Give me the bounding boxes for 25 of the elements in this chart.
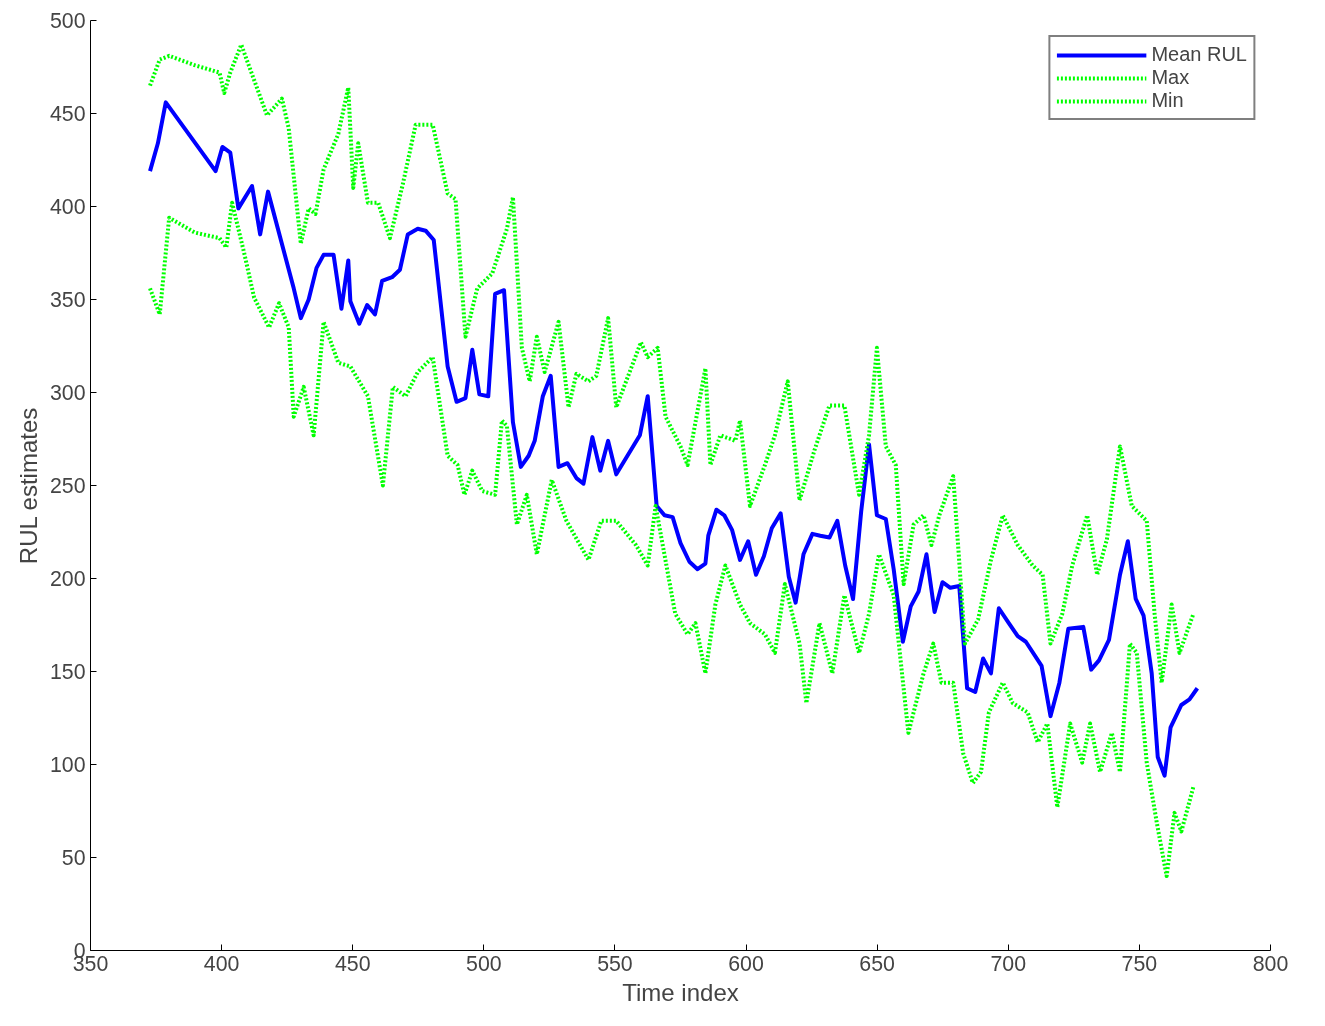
legend-label: Max [1151, 66, 1190, 89]
y-tick-label: 450 [49, 102, 86, 126]
x-tick-label: 400 [203, 951, 240, 976]
y-tick-label: 200 [49, 567, 86, 591]
y-tick-label: 250 [49, 474, 86, 498]
y-tick-label: 100 [49, 753, 86, 777]
y-tick-label: 500 [49, 9, 86, 33]
y-tick-label: 300 [49, 381, 86, 405]
x-tick-label: 700 [990, 951, 1027, 976]
x-tick-label: 650 [859, 951, 896, 976]
y-tick-label: 150 [49, 660, 86, 684]
legend-label: Mean RUL [1151, 43, 1247, 66]
y-tick-label: 400 [49, 195, 86, 219]
y-axis-title: RUL estimates [14, 407, 42, 565]
y-tick-label: 50 [61, 846, 86, 870]
x-tick-label: 450 [334, 951, 371, 976]
x-tick-label: 750 [1121, 951, 1158, 976]
line-series [148, 200, 1196, 879]
y-tick-label: 350 [49, 288, 86, 312]
x-tick-label: 800 [1252, 951, 1289, 976]
x-tick-label: 550 [597, 951, 633, 976]
x-tick-label: 600 [728, 951, 764, 976]
x-axis-title: Time index [622, 978, 739, 1006]
legend-label: Min [1151, 89, 1184, 112]
x-tick-label: 500 [466, 951, 502, 976]
